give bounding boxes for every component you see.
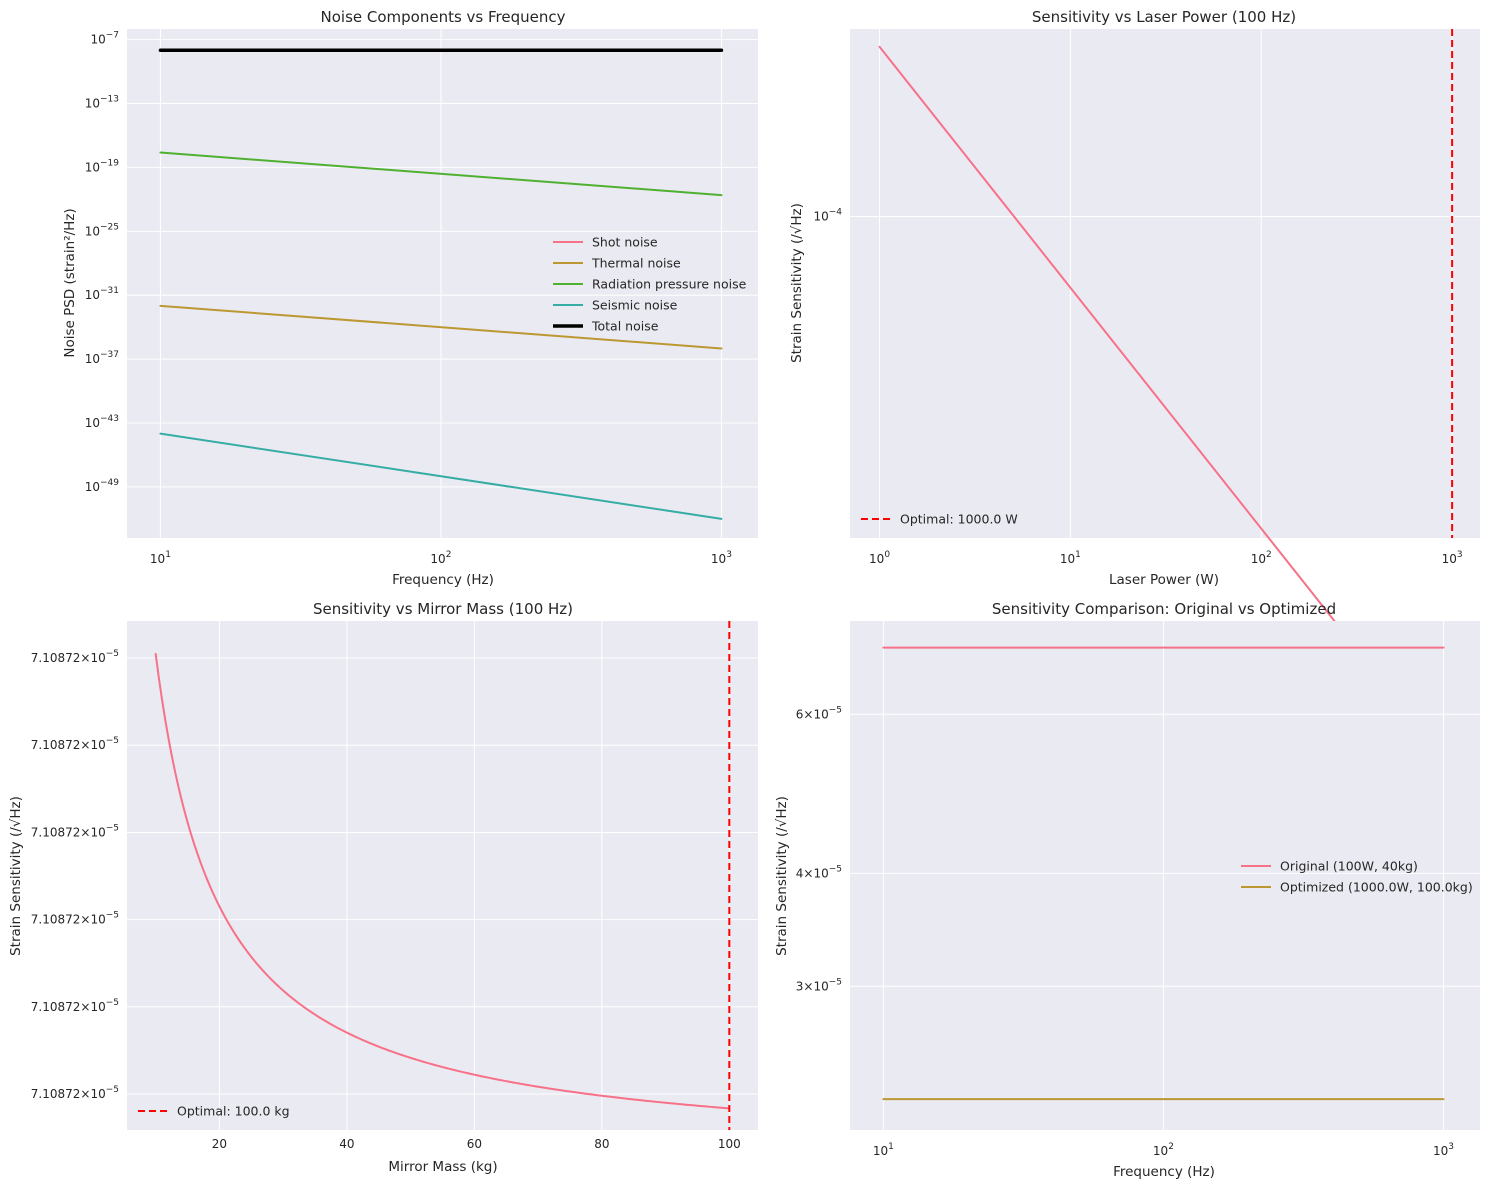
y-tick-label: 7.10872×10−5: [31, 998, 119, 1014]
y-tick-label: 10−19: [85, 158, 120, 174]
series-line-2: [159, 304, 723, 350]
y-tick-label: 10−4: [813, 207, 842, 223]
x-tick-label: 103: [1442, 550, 1463, 566]
legend-label: Optimized (1000.0W, 100.0kg): [1280, 880, 1473, 895]
y-tick-label: 4×10−5: [796, 864, 842, 880]
legend-label: Thermal noise: [591, 256, 681, 271]
y-tick-label: 7.10872×10−5: [31, 736, 119, 752]
legend-label: Shot noise: [592, 235, 658, 250]
series-line-3: [159, 151, 723, 197]
x-tick-label: 102: [430, 550, 451, 566]
x-axis-label: Laser Power (W): [1109, 572, 1219, 588]
x-tick-label: 20: [212, 1137, 227, 1151]
x-tick-label: 103: [711, 550, 732, 566]
x-tick-label: 100: [869, 550, 890, 566]
plot-area: [127, 29, 758, 538]
y-tick-label: 10−31: [85, 286, 119, 302]
y-axis-label: Noise PSD (strain²/Hz): [62, 208, 78, 357]
y-tick-label: 10−7: [90, 31, 119, 47]
x-tick-label: 80: [594, 1137, 609, 1151]
x-tick-label: 40: [339, 1137, 354, 1151]
panel-4: 101 102 103 6×10−5 4×10−5 3×10−5 Sensitivity C…: [774, 600, 1480, 1180]
plot-area: [850, 29, 1480, 538]
x-tick-label: 100: [718, 1137, 741, 1151]
legend-label: Optimal: 100.0 kg: [177, 1104, 290, 1119]
chart-title: Sensitivity vs Laser Power (100 Hz): [1032, 8, 1296, 26]
y-tick-label: 3×10−5: [796, 977, 842, 993]
x-axis-label: Frequency (Hz): [392, 572, 494, 588]
y-tick-label: 7.10872×10−5: [31, 649, 119, 665]
x-tick-label: 102: [1153, 1142, 1174, 1158]
y-tick-label: 10−25: [85, 222, 119, 238]
y-tick-label: 6×10−5: [796, 705, 842, 721]
chart-title: Sensitivity vs Mirror Mass (100 Hz): [313, 600, 573, 618]
plot-area: [127, 621, 758, 1130]
x-tick-label: 60: [467, 1137, 482, 1151]
x-axis-label: Frequency (Hz): [1113, 1164, 1215, 1180]
y-tick-label: 10−13: [85, 95, 119, 111]
y-tick-label: 10−43: [85, 414, 119, 430]
legend-label: Radiation pressure noise: [592, 277, 747, 292]
legend-label: Total noise: [591, 319, 659, 334]
chart-title: Sensitivity Comparison: Original vs Opti…: [992, 600, 1336, 618]
y-tick-label: 7.10872×10−5: [31, 1085, 119, 1101]
legend: Shot noise Thermal noise Radiation pressur…: [553, 235, 747, 334]
legend: Optimal: 100.0 kg: [138, 1104, 290, 1119]
x-axis-label: Mirror Mass (kg): [388, 1159, 497, 1175]
legend: Optimal: 1000.0 W: [861, 512, 1018, 527]
y-axis-label: Strain Sensitivity (/√Hz): [8, 796, 24, 956]
x-tick-label: 101: [873, 1142, 894, 1158]
plot-area: [850, 621, 1480, 1130]
y-tick-label: 10−49: [85, 478, 120, 494]
legend-label: Seismic noise: [592, 298, 678, 313]
panel-3: 20 40 60 80 100 7.10872×10−5 7.10872×10−5 7.108…: [8, 600, 758, 1175]
series-line-4: [159, 432, 723, 520]
y-tick-label: 10−37: [85, 350, 119, 366]
panel-1: 101 102 103 10−7 10−13 10−19 10−25 10−31 10−37 10…: [62, 8, 758, 588]
chart-title: Noise Components vs Frequency: [321, 8, 566, 26]
x-tick-label: 101: [150, 550, 171, 566]
legend-label: Original (100W, 40kg): [1280, 859, 1418, 874]
series-line-1: [154, 652, 731, 1110]
y-axis-label: Strain Sensitivity (/√Hz): [774, 796, 790, 956]
y-tick-label: 7.10872×10−5: [31, 911, 119, 927]
x-tick-label: 103: [1433, 1142, 1454, 1158]
x-tick-label: 102: [1251, 550, 1272, 566]
legend: Original (100W, 40kg) Optimized (1000.0W,…: [1241, 859, 1473, 895]
x-tick-label: 101: [1060, 550, 1081, 566]
y-axis-label: Strain Sensitivity (/√Hz): [789, 203, 805, 363]
panel-2: 100 101 102 103 10−4 Sensitivity vs Laser Pow…: [789, 8, 1480, 771]
y-tick-label: 7.10872×10−5: [31, 823, 119, 839]
legend-label: Optimal: 1000.0 W: [900, 512, 1018, 527]
